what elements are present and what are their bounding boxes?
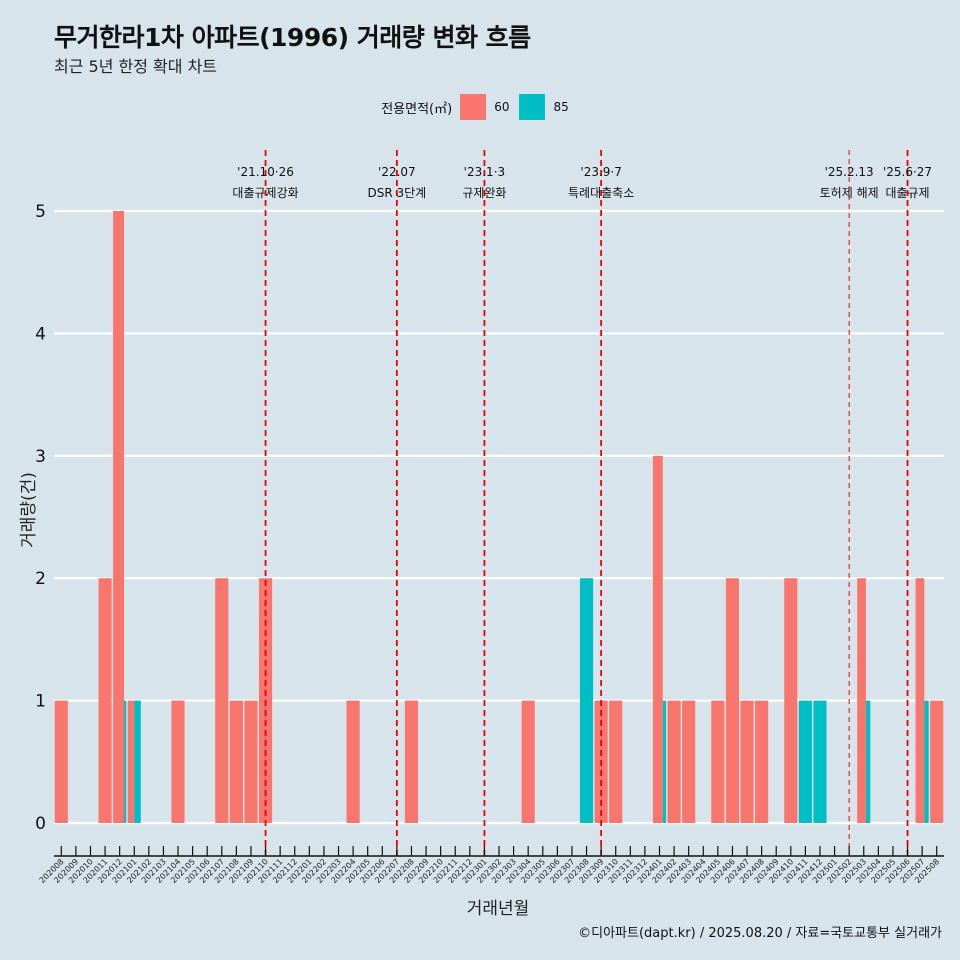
event-date-5: '25.6·27 — [883, 165, 932, 179]
bar-60-202401 — [652, 455, 663, 823]
y-tick-label-0: 0 — [35, 814, 46, 834]
y-axis-title: 거래량(건) — [19, 472, 39, 548]
event-label-3: 특례대출축소 — [568, 186, 634, 200]
bar-85-202401 — [662, 700, 667, 823]
legend-label-85: 85 — [553, 100, 569, 114]
event-annotations: '21.10·26 대출규제강화 '22.07 DSR 3단계 '23.1·3 규제완화 '… — [232, 165, 932, 200]
bar-85-202503 — [865, 700, 871, 823]
bar-60-202011 — [98, 578, 112, 823]
chart-caption: ©디아파트(dapt.kr) / 2025.08.20 / 자료=국토교통부 실… — [578, 926, 942, 941]
bar-60-202403 — [682, 700, 696, 823]
bar-60-202408 — [755, 700, 769, 823]
legend-title: 전용면적(㎡) — [381, 101, 453, 117]
bar-60-202109 — [244, 700, 258, 823]
bar-60-202012 — [113, 211, 125, 823]
bar-60-202310 — [609, 700, 623, 823]
legend-label-60: 60 — [494, 100, 510, 114]
legend-key-85 — [519, 94, 546, 120]
bar-60-202402 — [667, 700, 681, 823]
x-axis: 2020082020092020102020112020122021012021… — [38, 846, 944, 885]
legend: 전용면적(㎡) 60 85 — [0, 93, 960, 121]
bar-60-202008 — [54, 700, 68, 823]
bar-60-202104 — [171, 700, 185, 823]
event-date-1: '22.07 — [378, 165, 416, 179]
bar-60-202405 — [711, 700, 725, 823]
y-tick-label-3: 3 — [35, 447, 46, 467]
event-date-2: '23.1·3 — [464, 165, 505, 179]
event-label-4: 토허제 해제 — [820, 186, 879, 200]
y-tick-label-4: 4 — [35, 324, 46, 344]
bar-60-202304 — [521, 700, 535, 823]
event-label-0: 대출규제강화 — [232, 186, 298, 200]
event-date-4: '25.2.13 — [825, 165, 874, 179]
y-tick-label-5: 5 — [35, 202, 46, 222]
bar-60-202406 — [725, 578, 740, 823]
bar-85-202411 — [798, 700, 812, 823]
bar-60-202407 — [740, 700, 754, 823]
bar-60-202508 — [930, 700, 944, 823]
event-lines — [264, 150, 909, 855]
bar-60-202107 — [215, 578, 229, 823]
bar-60-202108 — [229, 700, 243, 823]
chart-title: 무거한라1차 아파트(1996) 거래량 변화 흐름 — [54, 23, 531, 52]
event-label-1: DSR 3단계 — [368, 186, 427, 200]
y-axis: 0 1 2 3 4 5 — [35, 202, 46, 834]
bar-60-202410 — [784, 578, 798, 823]
bar-85-202101 — [134, 700, 141, 823]
legend-key-60 — [460, 94, 487, 120]
bar-60-202208 — [404, 700, 419, 823]
bar-60-202507 — [915, 578, 925, 823]
bar-85-202412 — [813, 700, 827, 823]
bar-60-202101 — [127, 700, 135, 823]
bar-85-202308 — [579, 578, 594, 823]
x-axis-title: 거래년월 — [467, 899, 530, 919]
bars — [54, 211, 944, 823]
event-date-3: '23.9·7 — [580, 165, 621, 179]
y-tick-label-1: 1 — [35, 692, 46, 712]
chart-subtitle: 최근 5년 한정 확대 차트 — [54, 57, 218, 76]
y-tick-label-2: 2 — [35, 569, 46, 589]
event-label-2: 규제완화 — [462, 186, 506, 200]
event-label-5: 대출규제 — [885, 186, 929, 200]
bar-60-202204 — [346, 700, 360, 823]
bar-85-202507 — [924, 700, 929, 823]
bar-85-202012 — [124, 700, 127, 823]
bar-60-202503 — [857, 578, 866, 823]
event-date-0: '21.10·26 — [237, 165, 294, 179]
